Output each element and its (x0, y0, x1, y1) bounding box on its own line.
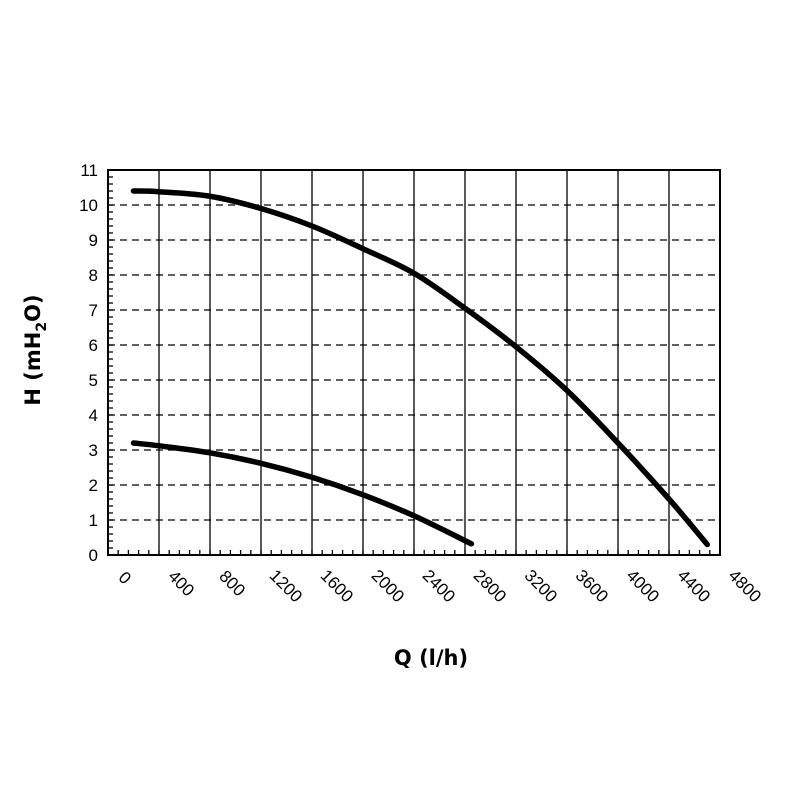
y-axis-title-main: H (mH (21, 332, 45, 406)
x-tick-label: 2400 (419, 566, 459, 606)
x-tick-label: 400 (164, 567, 197, 600)
y-tick-label: 6 (89, 336, 98, 355)
x-tick-label: 2800 (470, 566, 510, 606)
x-tick-label: 1200 (266, 566, 306, 606)
y-tick-label: 2 (89, 476, 98, 495)
y-tick-label: 1 (89, 511, 98, 530)
x-axis-title: Q (l/h) (394, 646, 468, 670)
x-tick-label: 4800 (725, 566, 765, 606)
x-tick-label: 800 (215, 567, 248, 600)
y-tick-label: 4 (89, 406, 98, 425)
tick-labels: 0 1 2 3 4 5 6 7 8 9 10 11 0 400 800 1200 1600 2000 2400 280… (79, 161, 765, 606)
y-axis-title: H (mH2O) (21, 294, 50, 405)
y-tick-label: 10 (79, 196, 98, 215)
series-group (130, 188, 710, 548)
x-tick-label: 4000 (623, 566, 663, 606)
y-tick-label: 7 (89, 301, 98, 320)
y-tick-label: 11 (80, 161, 98, 180)
y-tick-label: 8 (89, 266, 98, 285)
series-line-2 (130, 440, 475, 547)
x-tick-label: 3600 (572, 566, 612, 606)
y-axis-title-end: O) (21, 294, 45, 321)
plot-frame (107, 169, 721, 556)
x-tick-label: 3200 (521, 566, 561, 606)
y-tick-label: 9 (89, 231, 98, 250)
y-tick-label: 3 (89, 441, 98, 460)
x-tick-label: 0 (115, 568, 135, 588)
x-tick-label: 2000 (368, 566, 408, 606)
y-tick-label: 0 (89, 546, 98, 565)
grid (107, 169, 721, 556)
series-line-1 (130, 188, 710, 548)
y-tick-label: 5 (89, 371, 98, 390)
y-axis-title-subscript: 2 (34, 322, 50, 332)
x-tick-label: 4400 (674, 566, 714, 606)
x-tick-label: 1600 (317, 566, 357, 606)
